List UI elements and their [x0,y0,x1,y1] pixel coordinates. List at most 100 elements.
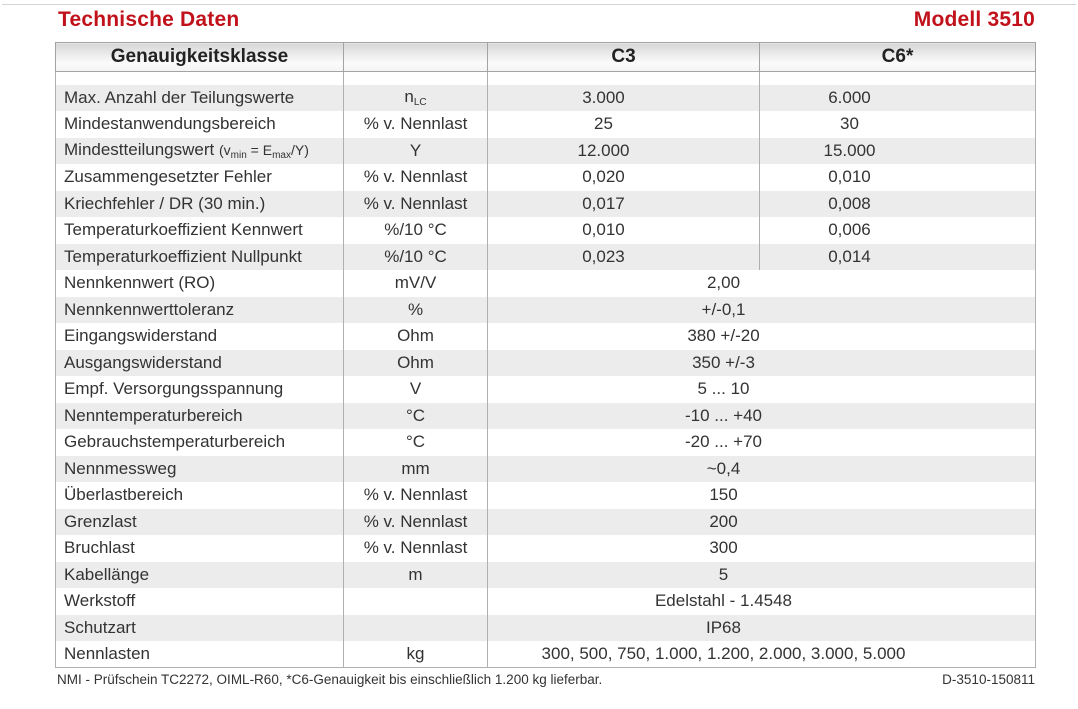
footnote-approval: NMI - Prüfschein TC2272, OIML-R60, *C6-G… [57,672,603,687]
table-row: Schutzart IP68 [55,614,1036,641]
row-label: Kabellänge [55,561,344,588]
row-label: Nenntemperaturbereich [55,402,344,429]
footer-bar: NMI - Prüfschein TC2272, OIML-R60, *C6-G… [57,672,1035,687]
row-value-span: -20 ... +70 [487,429,1036,456]
row-value-span: 300 [487,535,1036,562]
row-label: Schutzart [55,614,344,641]
row-unit: % v. Nennlast [343,482,488,509]
row-value-c6: 0,014 [759,243,1036,270]
row-value-c3: 0,020 [487,164,760,191]
row-value-span: 150 [487,482,1036,509]
row-label: Nennmessweg [55,455,344,482]
table-body: Max. Anzahl der Teilungswerte nLC 3.000 6.0… [55,84,1036,668]
row-label: Max. Anzahl der Teilungswerte [55,84,344,111]
row-unit: %/10 °C [343,243,488,270]
row-value-span: 200 [487,508,1036,535]
table-row: Nennmessweg mm ~0,4 [55,455,1036,482]
table-row: Temperaturkoeffizient Kennwert %/10 °C 0,0… [55,217,1036,244]
row-value-c6: 0,010 [759,164,1036,191]
row-value-c6: 0,008 [759,190,1036,217]
row-unit: %/10 °C [343,217,488,244]
table-row: Bruchlast% v. Nennlast 300 [55,535,1036,562]
row-label: Grenzlast [55,508,344,535]
row-value-c3: 12.000 [487,137,760,164]
table-row: Empf. Versorgungsspannung V 5 ... 10 [55,376,1036,403]
header-c6: C6* [759,42,1036,72]
row-value-span: -10 ... +40 [487,402,1036,429]
row-value-span: Edelstahl - 1.4548 [487,588,1036,615]
table-row: Eingangswiderstand Ohm 380 +/-20 [55,323,1036,350]
row-label: Gebrauchstemperaturbereich [55,429,344,456]
row-value-span: ~0,4 [487,455,1036,482]
row-unit: % v. Nennlast [343,535,488,562]
row-value-c6: 15.000 [759,137,1036,164]
table-row: Werkstoff Edelstahl - 1.4548 [55,588,1036,615]
row-value-c6: 0,006 [759,217,1036,244]
row-unit: % [343,296,488,323]
row-value-span: 5 ... 10 [487,376,1036,403]
document-number: D-3510-150811 [942,672,1035,687]
row-value-span: IP68 [487,614,1036,641]
row-unit: mm [343,455,488,482]
table-row: Nennlasten kg 300, 500, 750, 1.000, 1.200,… [55,641,1036,668]
header-unit [343,42,488,72]
row-value-c6: 30 [759,111,1036,138]
row-unit [343,614,488,641]
row-value-c3: 0,017 [487,190,760,217]
header-c3: C3 [487,42,760,72]
table-row: Überlastbereich% v. Nennlast 150 [55,482,1036,509]
row-label: Nennkennwert (RO) [55,270,344,297]
table-row: Mindestanwendungsbereich% v. Nennlast 25 3… [55,111,1036,138]
table-row: Kabellänge m 5 [55,561,1036,588]
table-row: Nennkennwerttoleranz% +/-0,1 [55,296,1036,323]
row-value-span: 350 +/-3 [487,349,1036,376]
row-label: Mindestanwendungsbereich [55,111,344,138]
model-label: Modell 3510 [913,8,1035,31]
row-unit: °C [343,429,488,456]
table-row: Gebrauchstemperaturbereich °C -20 ... +70 [55,429,1036,456]
row-value-span: +/-0,1 [487,296,1036,323]
row-label: Kriechfehler / DR (30 min.) [55,190,344,217]
row-label: Ausgangswiderstand [55,349,344,376]
row-value-c3: 25 [487,111,760,138]
page-title: Technische Daten [58,8,240,31]
row-unit: % v. Nennlast [343,508,488,535]
table-row: Temperaturkoeffizient Nullpunkt %/10 °C 0,… [55,243,1036,270]
row-unit [343,588,488,615]
header-spacer-row [55,71,1036,85]
table-row: Nenntemperaturbereich °C -10 ... +40 [55,402,1036,429]
row-unit: m [343,561,488,588]
row-label: Mindestteilungswert (vmin = Emax/Y) [55,137,344,164]
table-row: Mindestteilungswert (vmin = Emax/Y) Y 12.0… [55,137,1036,164]
table-row: Grenzlast% v. Nennlast 200 [55,508,1036,535]
row-unit: Y [343,137,488,164]
row-value-c3: 3.000 [487,84,760,111]
row-value-c3: 0,023 [487,243,760,270]
table-row: Max. Anzahl der Teilungswerte nLC 3.000 6.0… [55,84,1036,111]
row-value-span: 300, 500, 750, 1.000, 1.200, 2.000, 3.00… [487,641,1036,668]
row-label: Empf. Versorgungsspannung [55,376,344,403]
row-value-span: 380 +/-20 [487,323,1036,350]
row-unit: kg [343,641,488,668]
row-unit: % v. Nennlast [343,111,488,138]
spec-table: Genauigkeitsklasse C3 C6* Max. Anzahl de… [55,42,1036,668]
row-label: Nennlasten [55,641,344,668]
table-row: Ausgangswiderstand Ohm 350 +/-3 [55,349,1036,376]
header-row: Genauigkeitsklasse C3 C6* [55,42,1036,72]
row-value-c3: 0,010 [487,217,760,244]
row-unit: % v. Nennlast [343,190,488,217]
row-value-span: 2,00 [487,270,1036,297]
row-value-c6: 6.000 [759,84,1036,111]
row-unit: nLC [343,84,488,111]
row-label: Nennkennwerttoleranz [55,296,344,323]
row-label: Bruchlast [55,535,344,562]
spec-table-header: Genauigkeitsklasse C3 C6* [55,42,1036,85]
table-row: Nennkennwert (RO) mV/V 2,00 [55,270,1036,297]
row-label: Eingangswiderstand [55,323,344,350]
header-accuracy-class: Genauigkeitsklasse [55,42,344,72]
row-label: Temperaturkoeffizient Kennwert [55,217,344,244]
row-label: Temperaturkoeffizient Nullpunkt [55,243,344,270]
row-value-span: 5 [487,561,1036,588]
page-top-border [2,4,1076,5]
title-bar: Technische Daten Modell 3510 [58,8,1035,32]
